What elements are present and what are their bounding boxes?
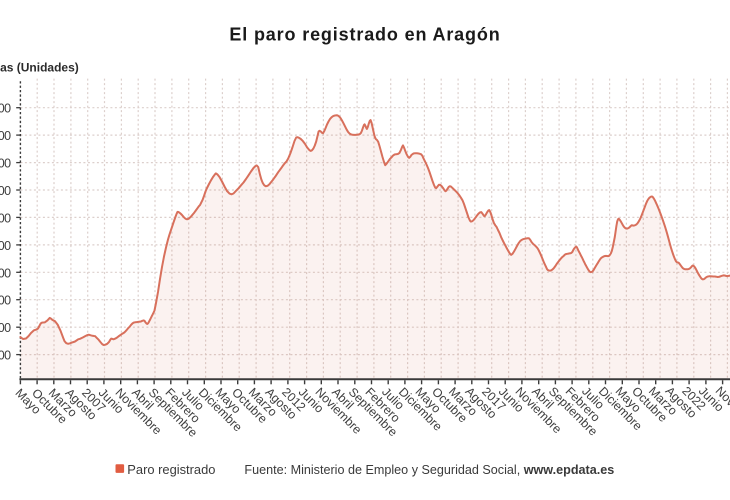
svg-text:Paro registrado: Paro registrado	[127, 462, 215, 477]
svg-text:El paro registrado en Aragón: El paro registrado en Aragón	[229, 25, 500, 45]
svg-text:Fuente: Ministerio de Empleo y: Fuente: Ministerio de Empleo y Seguridad…	[244, 463, 614, 477]
svg-text:00: 00	[0, 211, 11, 225]
svg-text:00: 00	[0, 294, 11, 308]
svg-text:00: 00	[0, 157, 11, 171]
svg-text:00: 00	[0, 349, 11, 363]
svg-text:00: 00	[0, 129, 11, 143]
svg-text:00: 00	[0, 184, 11, 198]
svg-text:Personas (Unidades): Personas (Unidades)	[0, 60, 79, 74]
svg-text:00: 00	[0, 239, 11, 253]
svg-text:00: 00	[0, 321, 11, 335]
svg-text:00: 00	[0, 102, 11, 116]
svg-text:00: 00	[0, 266, 11, 280]
